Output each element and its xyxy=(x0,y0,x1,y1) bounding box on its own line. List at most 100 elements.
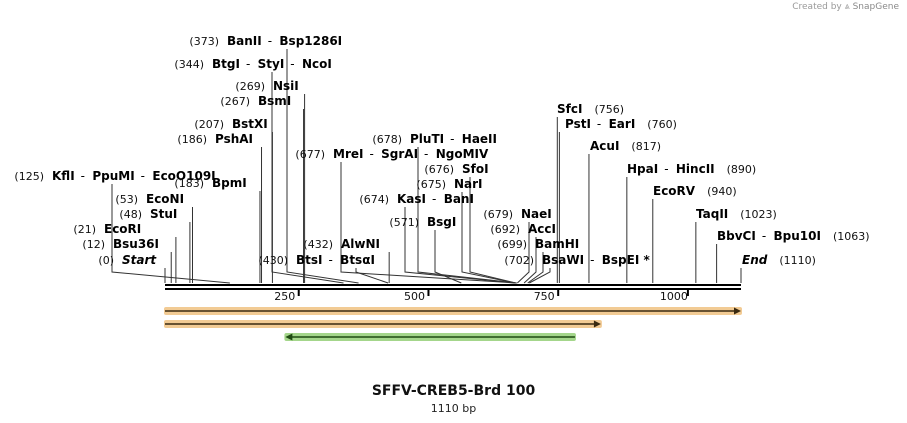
features xyxy=(164,307,742,341)
plasmid-size: 1110 bp xyxy=(430,402,477,415)
site-name: Bsp1286I xyxy=(279,34,342,48)
site-name: PluTI xyxy=(410,132,444,146)
site-psti[interactable]: PstI - EarI (760) xyxy=(565,117,677,131)
site-name: Start xyxy=(122,253,157,267)
site-position: (125) xyxy=(14,170,44,183)
site-name: NarI xyxy=(454,177,483,191)
site-separator: - xyxy=(81,169,85,183)
site-bamhi[interactable]: (699) BamHI xyxy=(497,237,579,251)
site-leader xyxy=(404,207,515,284)
site-position: (432) xyxy=(303,238,333,251)
credit-prefix: Created by xyxy=(792,2,842,12)
site-name: BbvCI xyxy=(717,229,756,243)
site-name: BtsαI xyxy=(340,253,375,267)
site-position: (186) xyxy=(177,133,207,146)
site-banii[interactable]: (373) BanII - Bsp1286I xyxy=(189,34,342,48)
site-acci[interactable]: (692) AccI xyxy=(490,222,556,236)
site-position: (674) xyxy=(359,193,389,206)
site-name: Bpu10I xyxy=(774,229,821,243)
site-name: EarI xyxy=(609,117,636,131)
site-mrei[interactable]: (677) MreI - SgrAI - NgoMIV xyxy=(295,147,489,161)
site-taqii[interactable]: TaqII (1023) xyxy=(696,207,777,221)
site-econi[interactable]: (53) EcoNI xyxy=(115,192,184,206)
site-sfoi[interactable]: (676) SfoI xyxy=(424,162,488,176)
site-position: (760) xyxy=(647,118,677,131)
site-name: HincII xyxy=(676,162,715,176)
site-position: (267) xyxy=(220,95,250,108)
feature-2[interactable] xyxy=(164,320,602,328)
site-nsii[interactable]: (269) NsiI xyxy=(235,79,298,93)
site-separator: - xyxy=(328,253,332,267)
credit-brand: SnapGene xyxy=(852,2,899,12)
site-position: (344) xyxy=(174,58,204,71)
site-separator: - xyxy=(246,57,250,71)
site-position: (1023) xyxy=(740,208,777,221)
site-separator: - xyxy=(290,57,294,71)
site-separator: - xyxy=(762,229,766,243)
feature-1[interactable] xyxy=(164,307,742,315)
site-name: PshAI xyxy=(215,132,253,146)
site-name: SfoI xyxy=(462,162,489,176)
axis-ticks: 250 500 750 1000 xyxy=(274,289,689,303)
site-name: BsaWI xyxy=(542,253,584,267)
site-position: (817) xyxy=(631,140,661,153)
site-btsi[interactable]: (430) BtsI - BtsαI xyxy=(258,253,374,267)
site-bpmi[interactable]: (183) BpmI xyxy=(174,176,246,190)
site-pshai[interactable]: (186) PshAI xyxy=(177,132,253,146)
site-nari[interactable]: (675) NarI xyxy=(416,177,482,191)
site-naei[interactable]: (679) NaeI xyxy=(483,207,551,221)
site-hpai[interactable]: HpaI - HincII (890) xyxy=(627,162,756,176)
site-pluti[interactable]: (678) PluTI - HaeII xyxy=(372,132,497,146)
site-position: (183) xyxy=(174,177,204,190)
snapgene-logo-icon: ⩓ xyxy=(844,2,850,12)
site-kfli[interactable]: (125) KflI - PpuMI - EcoO109I xyxy=(14,169,215,183)
site-name: StyI xyxy=(258,57,285,71)
site-name: BanII xyxy=(227,34,262,48)
site-position: (1063) xyxy=(833,230,870,243)
site-bsmi[interactable]: (267) BsmI xyxy=(220,94,291,108)
feature-3[interactable] xyxy=(284,333,576,341)
site-ecori[interactable]: (21) EcoRI xyxy=(73,222,141,236)
site-stui[interactable]: (48) StuI xyxy=(119,207,177,221)
site-position: (679) xyxy=(483,208,513,221)
site-name: BspEI * xyxy=(602,253,651,267)
site-separator: - xyxy=(424,147,428,161)
site-name: BtgI xyxy=(212,57,240,71)
feature-arrowhead xyxy=(593,320,601,328)
site-name: EcoNI xyxy=(146,192,184,206)
site-end[interactable]: End (1110) xyxy=(742,253,816,267)
site-name: AccI xyxy=(528,222,556,236)
site-position: (677) xyxy=(295,148,325,161)
site-separator: - xyxy=(664,162,668,176)
site-ecorv[interactable]: EcoRV (940) xyxy=(653,184,737,198)
site-bsu36i[interactable]: (12) Bsu36I xyxy=(82,237,159,251)
site-bsawi[interactable]: (702) BsaWI - BspEI * xyxy=(504,253,650,267)
site-name: HaeII xyxy=(462,132,497,146)
site-bbvci[interactable]: BbvCI - Bpu10I (1063) xyxy=(717,229,870,243)
site-name: BamHI xyxy=(535,237,579,251)
site-kasi[interactable]: (674) KasI - BanI xyxy=(359,192,474,206)
site-bsgi[interactable]: (571) BsgI xyxy=(389,215,456,229)
site-name: NgoMIV xyxy=(436,147,489,161)
site-position: (1110) xyxy=(779,254,816,267)
site-sfci[interactable]: SfcI (756) xyxy=(557,102,624,116)
site-name: KasI xyxy=(397,192,426,206)
site-name: BpmI xyxy=(212,176,247,190)
site-acui[interactable]: AcuI (817) xyxy=(590,139,661,153)
site-bstxi[interactable]: (207) BstXI xyxy=(194,117,267,131)
site-name: BstXI xyxy=(232,117,268,131)
site-name: Bsu36I xyxy=(113,237,159,251)
site-leader xyxy=(517,222,530,284)
site-alwni[interactable]: (432) AlwNI xyxy=(303,237,380,251)
site-start[interactable]: (0) Start xyxy=(98,253,157,267)
site-name: AlwNI xyxy=(341,237,380,251)
site-btgi[interactable]: (344) BtgI - StyI - NcoI xyxy=(174,57,331,71)
site-leader xyxy=(355,268,389,284)
site-position: (940) xyxy=(707,185,737,198)
site-position: (0) xyxy=(98,254,114,267)
site-name: StuI xyxy=(150,207,177,221)
site-name: BtsI xyxy=(296,253,323,267)
site-separator: - xyxy=(597,117,601,131)
site-leader xyxy=(529,268,551,284)
